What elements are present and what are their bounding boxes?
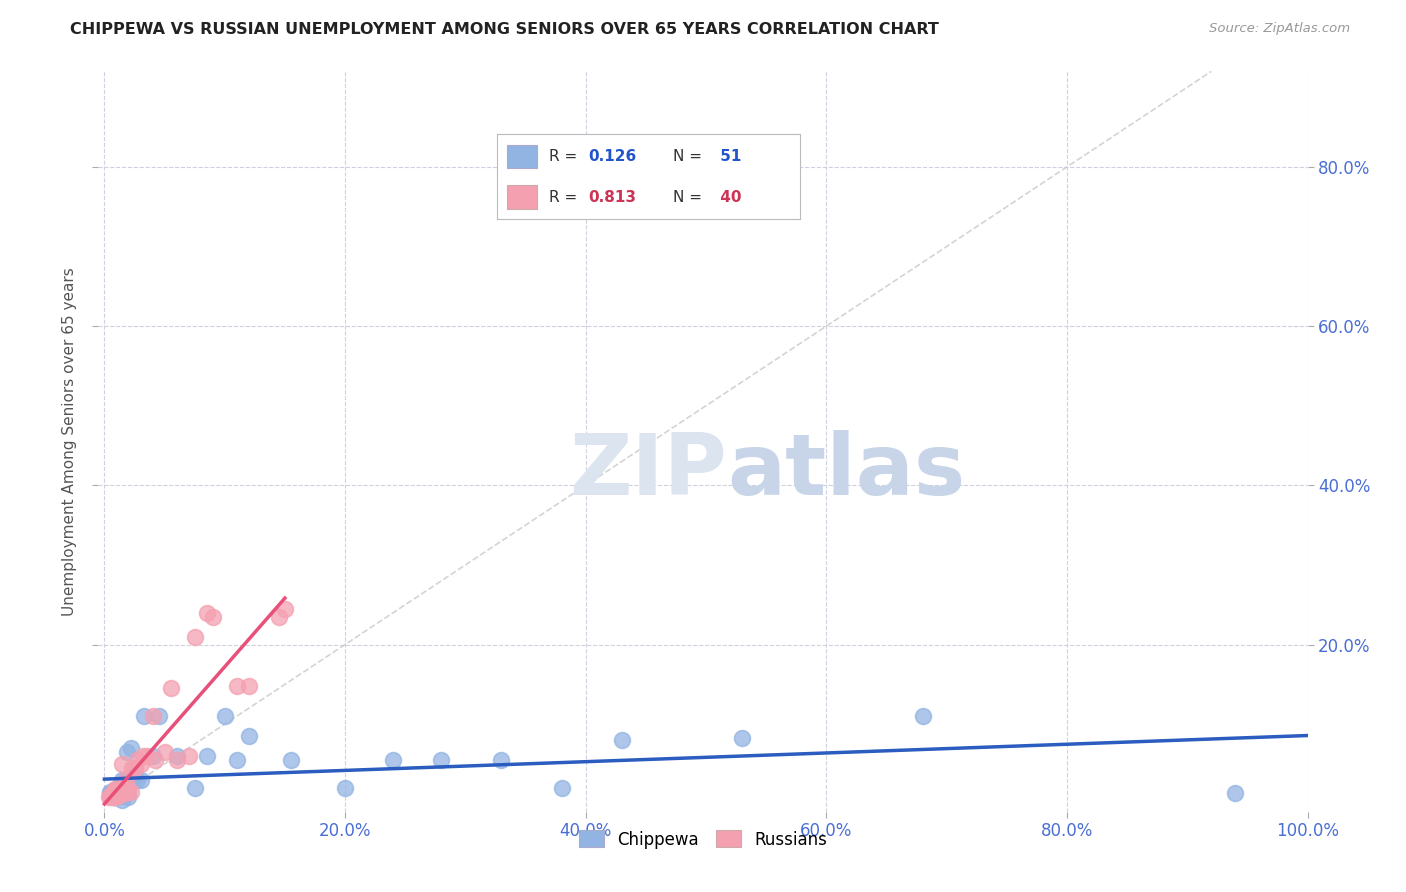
Point [100,786,122,800]
Point [1225,786,1247,800]
Point [104,782,127,797]
Point [114,785,136,799]
Point [201,609,224,624]
Point [104,787,127,801]
Point [112,780,135,795]
Point [129,756,152,771]
Point [430,753,453,767]
Point [105,789,128,803]
Point [100,785,122,799]
Point [550,780,572,795]
Point [129,772,152,787]
Point [103,785,125,799]
Point [159,681,181,696]
Point [183,630,205,644]
Point [121,772,143,787]
Point [105,785,128,799]
Text: atlas: atlas [727,430,966,513]
Point [142,709,165,723]
Point [103,790,125,805]
Point [225,753,247,767]
Point [166,749,188,764]
Point [111,793,134,807]
Point [115,772,138,787]
Point [731,731,754,746]
Legend: Chippewa, Russians: Chippewa, Russians [572,823,834,855]
Point [132,749,155,764]
Point [225,679,247,693]
Point [100,787,122,801]
Point [101,789,124,803]
Point [195,606,218,620]
Point [911,709,934,723]
Point [120,785,142,799]
Point [124,761,146,775]
Point [105,782,128,797]
Point [117,745,139,759]
Point [610,733,633,747]
Point [98,790,121,805]
Point [111,789,134,803]
Point [382,753,405,767]
Point [117,790,139,805]
Point [108,787,131,801]
Y-axis label: Unemployment Among Seniors over 65 years: Unemployment Among Seniors over 65 years [62,268,77,615]
Point [100,789,122,803]
Point [124,761,146,775]
Point [183,780,205,795]
Point [108,789,131,803]
Point [105,782,128,797]
Point [491,753,513,767]
Point [280,753,302,767]
Point [153,745,176,759]
Point [120,741,142,756]
Point [100,789,122,803]
Text: CHIPPEWA VS RUSSIAN UNEMPLOYMENT AMONG SENIORS OVER 65 YEARS CORRELATION CHART: CHIPPEWA VS RUSSIAN UNEMPLOYMENT AMONG S… [70,22,939,37]
Point [108,785,131,799]
Point [238,729,260,743]
Point [142,749,165,764]
Point [143,753,166,767]
Point [125,772,148,787]
Point [111,780,134,795]
Point [107,789,129,803]
Point [166,753,188,767]
Point [101,786,124,800]
Point [177,749,200,764]
Point [114,782,136,797]
Point [103,790,125,805]
Point [110,782,132,797]
Point [108,785,131,799]
Point [267,609,290,624]
Point [214,709,236,723]
Point [103,789,125,803]
Point [117,785,139,799]
Point [104,790,127,805]
Point [112,789,135,803]
Point [108,785,131,799]
Point [148,709,170,723]
Text: ZIP: ZIP [569,430,727,513]
Point [122,769,145,783]
Point [134,709,156,723]
Point [333,780,356,795]
Point [111,756,134,771]
Point [101,787,124,801]
Text: Source: ZipAtlas.com: Source: ZipAtlas.com [1209,22,1350,36]
Point [125,753,148,767]
Point [105,786,128,800]
Point [101,790,124,805]
Point [117,785,139,799]
Point [238,679,260,693]
Point [135,749,157,764]
Point [117,780,139,795]
Point [121,761,143,775]
Point [274,601,297,615]
Point [195,749,218,764]
Point [112,786,135,800]
Point [115,772,138,787]
Point [111,772,134,787]
